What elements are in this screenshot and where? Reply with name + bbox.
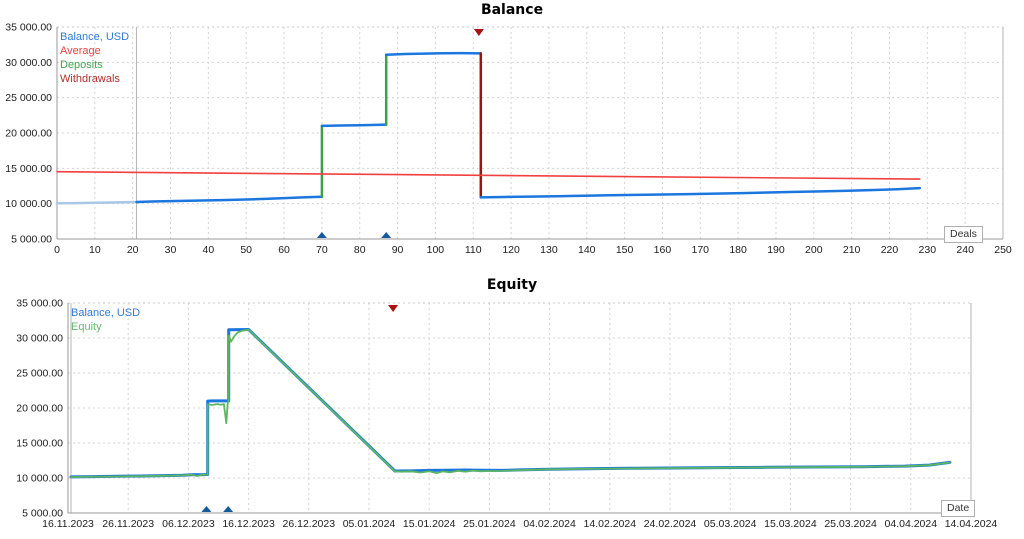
- equity-x-axis-unit-label: Date: [941, 500, 976, 517]
- x-tick-label: 0: [54, 244, 60, 256]
- x-tick-label: 60: [278, 244, 290, 256]
- x-tick-label: 230: [919, 244, 937, 256]
- x-tick-label: 80: [354, 244, 366, 256]
- equity-chart-title: Equity: [486, 277, 538, 293]
- series-balance-usd: [69, 328, 952, 479]
- x-tick-label: 120: [502, 244, 520, 256]
- x-tick-label: 15.01.2024: [403, 518, 456, 530]
- balance-chart-plot: 35 000.00 30 000.00 25 000.00 20 000.00 15 0…: [5, 22, 1012, 257]
- series-balance-usd: [479, 186, 922, 199]
- deposit-marker-icon: [223, 506, 234, 512]
- x-tick-label: 170: [692, 244, 710, 256]
- y-tick-label: 20 000.00: [16, 403, 63, 415]
- x-tick-label: 26.11.2023: [102, 518, 154, 530]
- x-tick-label: 130: [540, 244, 558, 256]
- x-tick-label: 06.12.2023: [162, 518, 215, 530]
- x-tick-label: 140: [578, 244, 596, 256]
- y-tick-label: 35 000.00: [16, 298, 63, 310]
- series-average: [56, 170, 921, 180]
- y-tick-label: 35 000.00: [5, 22, 52, 34]
- x-tick-label: 240: [956, 244, 974, 256]
- y-tick-label: 25 000.00: [16, 368, 63, 380]
- series-balance-usd: [384, 51, 483, 56]
- x-tick-label: 40: [203, 244, 215, 256]
- balance-x-axis-unit-label: Deals: [944, 226, 983, 243]
- equity-chart-legend: Balance, USD Equity: [71, 306, 140, 334]
- x-tick-label: 90: [392, 244, 404, 256]
- balance-chart-legend: Balance, USD Average Deposits Withdrawals: [60, 30, 129, 86]
- balance-chart-title: Balance: [480, 2, 544, 18]
- equity-chart-plot: 35 000.00 30 000.00 25 000.00 20 000.00 15 0…: [16, 298, 998, 531]
- x-tick-label: 05.01.2024: [343, 518, 396, 530]
- legend-item-balance-usd: Balance, USD: [71, 307, 141, 319]
- x-tick-label: 50: [240, 244, 252, 256]
- x-tick-label: 14.04.2024: [945, 518, 998, 530]
- x-tick-label: 20: [127, 244, 139, 256]
- y-tick-label: 5 000.00: [11, 234, 52, 246]
- deposit-marker-icon: [381, 232, 392, 238]
- y-tick-label: 15 000.00: [5, 163, 52, 175]
- x-tick-label: 24.02.2024: [644, 518, 697, 530]
- legend-item-equity: Equity: [71, 321, 102, 333]
- x-tick-label: 05.03.2024: [704, 518, 757, 530]
- y-tick-label: 20 000.00: [5, 128, 52, 140]
- legend-item-balance-usd: Balance, USD: [60, 31, 130, 43]
- x-tick-label: 10: [89, 244, 101, 256]
- withdrawal-marker-icon: [388, 305, 399, 312]
- y-tick-label: 15 000.00: [16, 438, 63, 450]
- series-equity: [70, 328, 951, 479]
- deposit-marker-icon: [201, 506, 212, 512]
- x-tick-label: 04.04.2024: [885, 518, 938, 530]
- x-tick-label: 250: [994, 244, 1012, 256]
- series-balance-usd-initial-period-: [55, 200, 138, 205]
- x-tick-label: 25.03.2024: [824, 518, 877, 530]
- y-tick-label: 10 000.00: [5, 198, 52, 210]
- x-tick-label: 14.02.2024: [584, 518, 637, 530]
- x-tick-label: 25.01.2024: [463, 518, 516, 530]
- x-tick-label: 150: [616, 244, 634, 256]
- y-tick-label: 25 000.00: [5, 92, 52, 104]
- x-tick-label: 70: [316, 244, 328, 256]
- x-tick-label: 16.12.2023: [222, 518, 275, 530]
- x-tick-label: 210: [843, 244, 861, 256]
- deposit-marker-icon: [316, 232, 327, 238]
- x-tick-label: 15.03.2024: [764, 518, 817, 530]
- y-tick-label: 30 000.00: [16, 333, 63, 345]
- y-tick-label: 30 000.00: [5, 57, 52, 69]
- y-tick-label: 10 000.00: [16, 473, 63, 485]
- x-tick-label: 190: [767, 244, 785, 256]
- x-tick-label: 220: [881, 244, 899, 256]
- x-tick-label: 16.11.2023: [42, 518, 94, 530]
- x-tick-label: 04.02.2024: [523, 518, 576, 530]
- withdrawal-marker-icon: [473, 29, 484, 36]
- legend-item-withdrawals: Withdrawals: [60, 73, 120, 85]
- series-balance-usd: [135, 195, 324, 204]
- legend-item-average: Average: [60, 45, 101, 57]
- series-balance-usd: [320, 123, 388, 128]
- x-tick-label: 100: [427, 244, 445, 256]
- x-tick-label: 30: [165, 244, 177, 256]
- x-tick-label: 110: [465, 244, 482, 256]
- y-tick-label: 5 000.00: [22, 508, 63, 520]
- x-tick-label: 180: [729, 244, 747, 256]
- x-tick-label: 160: [654, 244, 672, 256]
- legend-item-deposits: Deposits: [60, 59, 103, 71]
- x-tick-label: 26.12.2023: [283, 518, 336, 530]
- x-tick-label: 200: [805, 244, 823, 256]
